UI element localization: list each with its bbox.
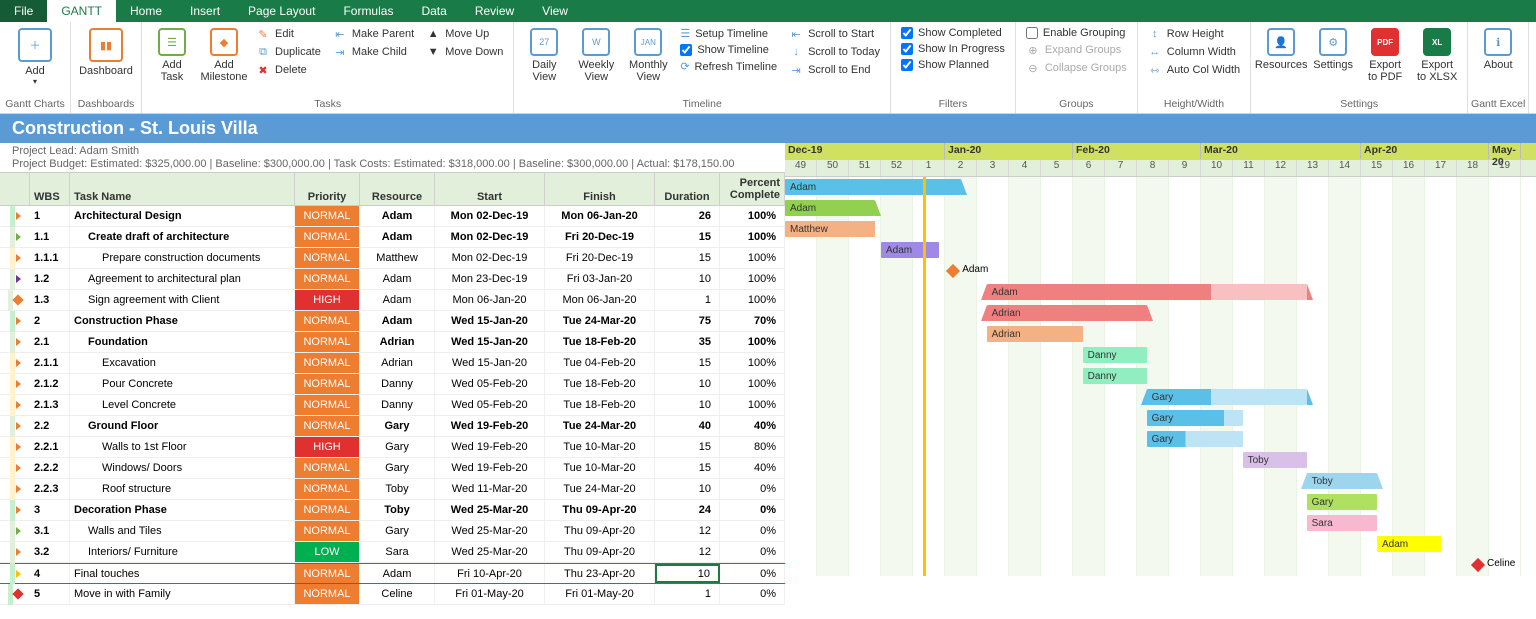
timeline-month-header: Dec-19Jan-20Feb-20Mar-20Apr-20May-20	[785, 143, 1536, 160]
today-marker	[923, 177, 926, 576]
show-progress-check[interactable]: Show In Progress	[897, 42, 1009, 56]
tab-formulas[interactable]: Formulas	[329, 0, 407, 22]
move-down-button[interactable]: ▼Move Down	[422, 44, 507, 60]
scroll-end-button[interactable]: ⇥Scroll to End	[785, 62, 884, 78]
group-label: Height/Width	[1138, 96, 1250, 113]
move-up-button[interactable]: ▲Move Up	[422, 26, 507, 42]
task-row[interactable]: 1Architectural DesignNORMALAdamMon 02-De…	[0, 206, 785, 227]
gantt-bar[interactable]: Toby	[1307, 473, 1377, 489]
gantt-bar[interactable]: Matthew	[785, 221, 875, 237]
resources-button[interactable]: 👤Resources	[1257, 26, 1305, 73]
gantt-bar[interactable]: Sara	[1307, 515, 1377, 531]
task-row[interactable]: 4Final touchesNORMALAdamFri 10-Apr-20Thu…	[0, 563, 785, 584]
show-completed-check[interactable]: Show Completed	[897, 26, 1009, 40]
task-row[interactable]: 5Move in with FamilyNORMALCelineFri 01-M…	[0, 584, 785, 605]
enable-grouping-check[interactable]: Enable Grouping	[1022, 26, 1131, 40]
daily-view-button[interactable]: 27Daily View	[520, 26, 568, 85]
make-child-button[interactable]: ⇥Make Child	[329, 44, 418, 60]
task-row[interactable]: 2.1.3Level ConcreteNORMALDannyWed 05-Feb…	[0, 395, 785, 416]
group-label: Dashboards	[71, 96, 141, 113]
gantt-bar[interactable]: Gary	[1147, 389, 1307, 405]
task-row[interactable]: 2.2Ground FloorNORMALGaryWed 19-Feb-20Tu…	[0, 416, 785, 437]
gantt-bar[interactable]: Gary	[1307, 494, 1377, 510]
scroll-start-button[interactable]: ⇤Scroll to Start	[785, 26, 884, 42]
timeline-body: AdamAdamMatthewAdamAdamAdamAdrianAdrianD…	[785, 177, 1536, 576]
gantt-bar[interactable]: Danny	[1083, 368, 1147, 384]
task-row[interactable]: 2.2.2Windows/ DoorsNORMALGaryWed 19-Feb-…	[0, 458, 785, 479]
task-row[interactable]: 2.2.1Walls to 1st FloorHIGHGaryWed 19-Fe…	[0, 437, 785, 458]
duplicate-button[interactable]: ⧉Duplicate	[252, 44, 325, 60]
tab-insert[interactable]: Insert	[176, 0, 234, 22]
export-xlsx-button[interactable]: XLExport to XLSX	[1413, 26, 1461, 85]
collapse-groups-button: ⊖Collapse Groups	[1022, 60, 1131, 76]
auto-col-button[interactable]: ⇿Auto Col Width	[1144, 62, 1244, 78]
monthly-view-button[interactable]: JANMonthly View	[624, 26, 672, 85]
group-label: Gantt Charts	[0, 96, 70, 113]
make-parent-button[interactable]: ⇤Make Parent	[329, 26, 418, 42]
page-title: Construction - St. Louis Villa	[0, 114, 1536, 143]
column-headers: WBS Task Name Priority Resource Start Fi…	[0, 172, 785, 206]
task-row[interactable]: 1.3Sign agreement with ClientHIGHAdamMon…	[0, 290, 785, 311]
group-label: Filters	[891, 96, 1015, 113]
ribbon: ＋ Add▾ Gantt Charts ▮▮ Dashboard Dashboa…	[0, 22, 1536, 114]
group-label: Settings	[1251, 96, 1467, 113]
tab-review[interactable]: Review	[461, 0, 528, 22]
tab-page-layout[interactable]: Page Layout	[234, 0, 329, 22]
about-button[interactable]: ℹAbout	[1474, 26, 1522, 73]
gantt-bar[interactable]: Adam	[785, 200, 875, 216]
delete-button[interactable]: ✖Delete	[252, 62, 325, 78]
gantt-bar[interactable]: Adam	[881, 242, 939, 258]
gantt-bar[interactable]: Adam	[785, 179, 961, 195]
task-row[interactable]: 2.1.1ExcavationNORMALAdrianWed 15-Jan-20…	[0, 353, 785, 374]
gantt-bar[interactable]: Adam	[1377, 536, 1441, 552]
task-row[interactable]: 2.2.3Roof structureNORMALTobyWed 11-Mar-…	[0, 479, 785, 500]
group-label: Groups	[1016, 96, 1137, 113]
gantt-bar[interactable]: Adrian	[987, 305, 1147, 321]
gantt-bar[interactable]: Gary	[1147, 410, 1243, 426]
show-planned-check[interactable]: Show Planned	[897, 58, 1009, 72]
scroll-today-button[interactable]: ↓Scroll to Today	[785, 44, 884, 60]
show-timeline-check[interactable]: Show Timeline	[676, 43, 781, 57]
dashboard-button[interactable]: ▮▮ Dashboard	[77, 26, 135, 79]
tab-data[interactable]: Data	[407, 0, 460, 22]
tab-view[interactable]: View	[528, 0, 582, 22]
weekly-view-button[interactable]: WWeekly View	[572, 26, 620, 85]
tab-bar: FileGANTTHomeInsertPage LayoutFormulasDa…	[0, 0, 1536, 22]
setup-timeline-button[interactable]: ☰Setup Timeline	[676, 26, 781, 41]
group-label: Tasks	[142, 96, 513, 113]
tab-gantt[interactable]: GANTT	[47, 0, 116, 22]
expand-groups-button: ⊕Expand Groups	[1022, 42, 1131, 58]
settings-button[interactable]: ⚙Settings	[1309, 26, 1357, 73]
edit-button[interactable]: ✎Edit	[252, 26, 325, 42]
add-gantt-button[interactable]: ＋ Add▾	[6, 26, 64, 88]
gantt-bar[interactable]: Adam	[987, 284, 1307, 300]
refresh-timeline-button[interactable]: ⟳Refresh Timeline	[676, 59, 781, 74]
gantt-bar[interactable]: Gary	[1147, 431, 1243, 447]
task-row[interactable]: 3.2Interiors/ FurnitureLOWSaraWed 25-Mar…	[0, 542, 785, 563]
gantt-bar[interactable]: Danny	[1083, 347, 1147, 363]
col-width-button[interactable]: ↔Column Width	[1144, 44, 1244, 60]
task-row[interactable]: 1.2Agreement to architectural planNORMAL…	[0, 269, 785, 290]
task-row[interactable]: 1.1.1Prepare construction documentsNORMA…	[0, 248, 785, 269]
task-row[interactable]: 2.1FoundationNORMALAdrianWed 15-Jan-20Tu…	[0, 332, 785, 353]
gantt-bar[interactable]: Adrian	[987, 326, 1083, 342]
tab-file[interactable]: File	[0, 0, 47, 22]
timeline-week-header: 4950515212345678910111213141516171819	[785, 160, 1536, 177]
tab-home[interactable]: Home	[116, 0, 176, 22]
project-info: Project Lead: Adam Smith Project Budget:…	[0, 143, 785, 172]
gantt-bar[interactable]: Toby	[1243, 452, 1307, 468]
export-pdf-button[interactable]: PDFExport to PDF	[1361, 26, 1409, 85]
add-task-button[interactable]: ☰Add Task	[148, 26, 196, 85]
project-lead: Project Lead: Adam Smith	[12, 145, 734, 157]
task-row[interactable]: 1.1Create draft of architectureNORMALAda…	[0, 227, 785, 248]
task-row[interactable]: 3Decoration PhaseNORMALTobyWed 25-Mar-20…	[0, 500, 785, 521]
add-milestone-button[interactable]: ◆Add Milestone	[200, 26, 248, 85]
task-row[interactable]: 2.1.2Pour ConcreteNORMALDannyWed 05-Feb-…	[0, 374, 785, 395]
group-label: Timeline	[514, 96, 890, 113]
task-row[interactable]: 3.1Walls and TilesNORMALGaryWed 25-Mar-2…	[0, 521, 785, 542]
group-label: Gantt Excel	[1468, 96, 1528, 113]
row-height-button[interactable]: ↕Row Height	[1144, 26, 1244, 42]
project-budget: Project Budget: Estimated: $325,000.00 |…	[12, 158, 734, 170]
task-row[interactable]: 2Construction PhaseNORMALAdamWed 15-Jan-…	[0, 311, 785, 332]
